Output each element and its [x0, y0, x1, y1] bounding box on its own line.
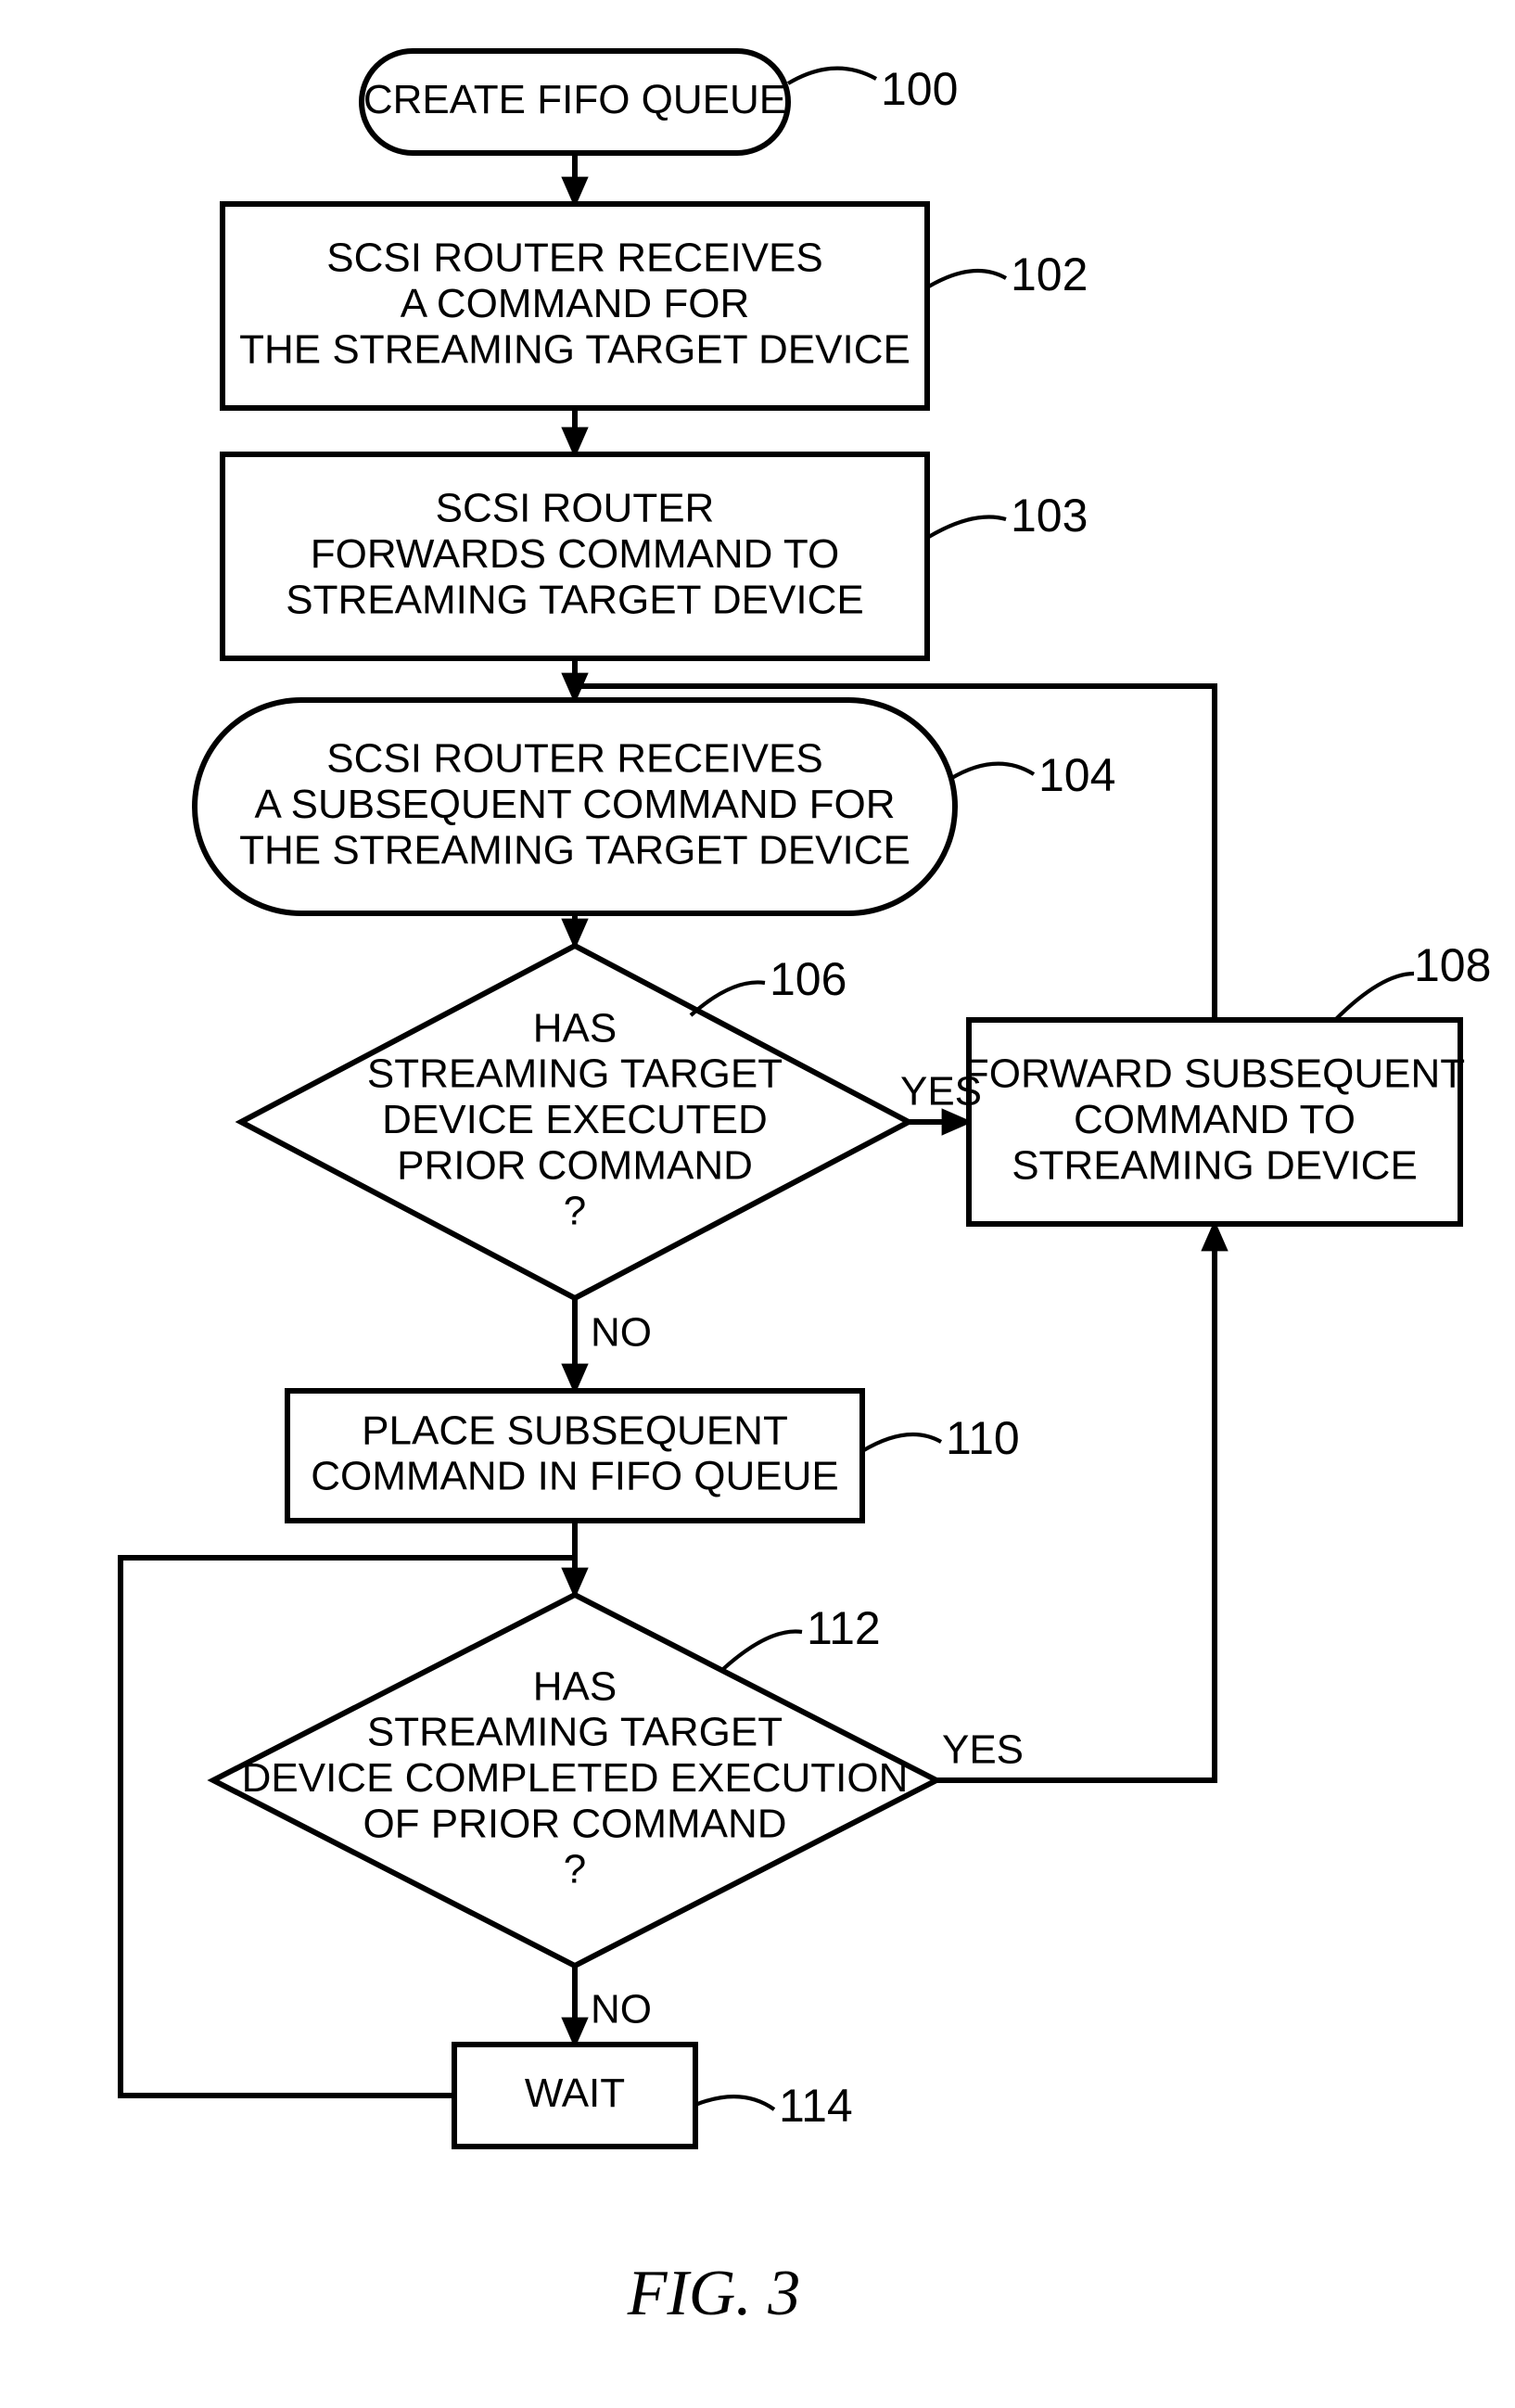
- ref-label-n110: 110: [946, 1412, 1020, 1464]
- ref-label-n108: 108: [1414, 939, 1491, 991]
- edge-label-7: NO: [591, 1987, 652, 2032]
- node-text-n112: HASSTREAMING TARGETDEVICE COMPLETED EXEC…: [242, 1663, 909, 1892]
- node-n103: SCSI ROUTERFORWARDS COMMAND TOSTREAMING …: [223, 454, 927, 658]
- ref-leader-n103: [927, 517, 1006, 539]
- nodes-layer: CREATE FIFO QUEUE SCSI ROUTER RECEIVESA C…: [195, 51, 1465, 2147]
- node-n108: FORWARD SUBSEQUENTCOMMAND TOSTREAMING DE…: [964, 1020, 1465, 1224]
- ref-leader-n112: [723, 1632, 802, 1670]
- ref-label-n100: 100: [881, 63, 958, 115]
- edge-label-8: YES: [942, 1727, 1024, 1773]
- ref-leader-n102: [927, 271, 1006, 287]
- ref-label-n103: 103: [1011, 490, 1088, 541]
- ref-leader-n100: [788, 69, 876, 83]
- ref-leader-n110: [862, 1434, 941, 1451]
- figure-caption: FIG. 3: [627, 2258, 801, 2329]
- ref-label-n114: 114: [779, 2080, 853, 2132]
- edge-n112-n108: [936, 1224, 1215, 1780]
- node-text-n100: CREATE FIFO QUEUE: [363, 77, 786, 122]
- edge-label-5: YES: [900, 1069, 982, 1115]
- node-text-n114: WAIT: [525, 2070, 625, 2116]
- ref-label-n112: 112: [807, 1602, 881, 1654]
- ref-label-n106: 106: [770, 953, 847, 1005]
- edge-label-4: NO: [591, 1310, 652, 1356]
- ref-label-n104: 104: [1038, 749, 1115, 801]
- node-n100: CREATE FIFO QUEUE: [362, 51, 788, 153]
- node-n110: PLACE SUBSEQUENTCOMMAND IN FIFO QUEUE: [287, 1391, 862, 1521]
- ref-leader-n108: [1335, 974, 1414, 1020]
- node-text-n104: SCSI ROUTER RECEIVESA SUBSEQUENT COMMAND…: [239, 735, 910, 873]
- ref-leader-n114: [695, 2096, 774, 2109]
- node-text-n110: PLACE SUBSEQUENTCOMMAND IN FIFO QUEUE: [311, 1408, 839, 1498]
- node-n102: SCSI ROUTER RECEIVESA COMMAND FORTHE STR…: [223, 204, 927, 408]
- ref-label-n102: 102: [1011, 248, 1088, 300]
- node-n104: SCSI ROUTER RECEIVESA SUBSEQUENT COMMAND…: [195, 700, 955, 913]
- node-n114: WAIT: [454, 2045, 695, 2147]
- ref-leader-n104: [950, 764, 1034, 779]
